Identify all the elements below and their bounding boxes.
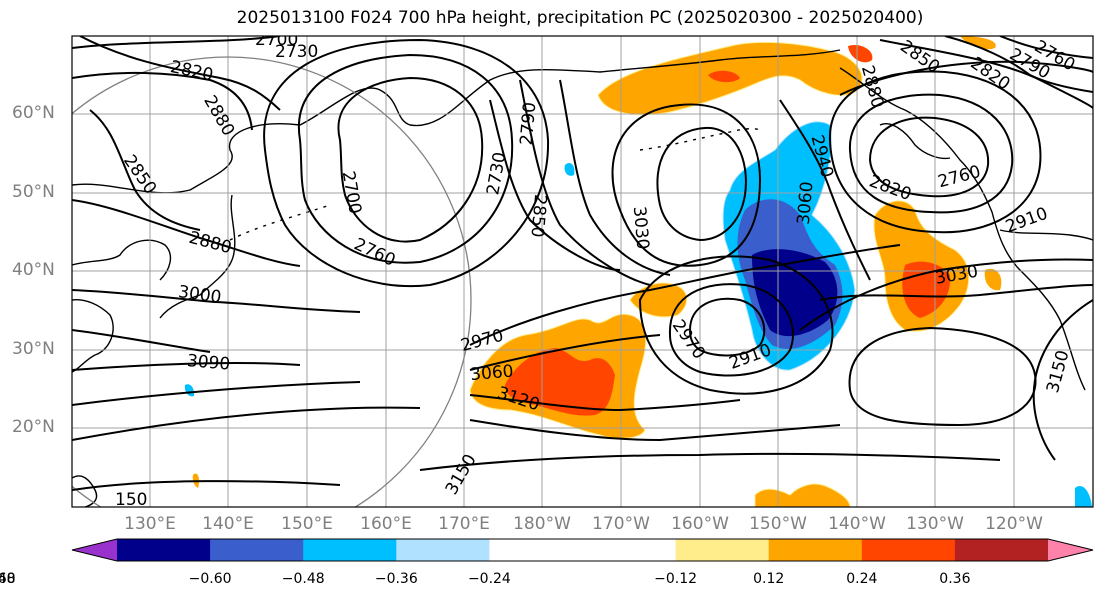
colorbar-swatch — [489, 539, 583, 561]
lon-label: 170°E — [438, 514, 490, 534]
colorbar-tick-label: 0.12 — [753, 571, 785, 587]
lon-label: 150°E — [281, 514, 333, 534]
contour-label: 3060 — [469, 361, 514, 385]
colorbar-tick-label: 0.48 — [0, 571, 16, 587]
lat-label: 60°N — [12, 103, 55, 123]
colorbar-swatch — [303, 539, 397, 561]
lon-label: 120°W — [985, 514, 1043, 534]
height-contours — [72, 36, 1093, 491]
lon-label: 170°W — [592, 514, 650, 534]
colorbar-tick-label: 0.24 — [846, 571, 878, 587]
colorbar-outline — [71, 538, 1094, 562]
colorbar-extend-high — [1048, 539, 1093, 561]
colorbar-swatch — [768, 539, 863, 561]
colorbar-tick-label: 0.36 — [939, 571, 971, 587]
contour-label: 3090 — [186, 351, 231, 375]
contour-label: 2850 — [526, 193, 550, 238]
colorbar-tick-label: −0.60 — [188, 571, 232, 587]
lon-label: 130°E — [124, 514, 176, 534]
contour-label: 2700 — [255, 30, 298, 50]
range-circle — [72, 56, 472, 507]
colorbar-tick-label: −0.36 — [374, 571, 418, 587]
coastlines — [72, 49, 1093, 507]
contour-label: 2790 — [517, 101, 541, 146]
colorbar-extend-low — [72, 539, 117, 561]
colorbar-tick-label: −0.48 — [281, 571, 325, 587]
colorbar-swatch — [861, 539, 956, 561]
map-frame — [71, 35, 1094, 508]
lat-label: 50°N — [12, 182, 55, 202]
colorbar-tick-label: −0.12 — [654, 571, 698, 587]
colorbar-tick-label: 0.60 — [0, 571, 16, 587]
contour-label: 3030 — [629, 205, 653, 250]
contour-label: 3060 — [794, 181, 818, 226]
colorbar-swatch — [396, 539, 490, 561]
lon-label: 180°W — [513, 514, 571, 534]
lon-label: 140°E — [202, 514, 254, 534]
lon-label: 130°W — [906, 514, 964, 534]
contour-label: 2730 — [275, 42, 318, 62]
map-title: 2025013100 F024 700 hPa height, precipit… — [236, 8, 924, 28]
colorbar-swatch — [117, 539, 211, 561]
contour-label: 150 — [115, 490, 147, 510]
colorbar-tick-label: −0.24 — [467, 571, 511, 587]
lat-label: 20°N — [12, 417, 55, 437]
lon-label: 160°W — [671, 514, 729, 534]
colorbar-swatch — [675, 539, 770, 561]
lon-label: 140°W — [828, 514, 886, 534]
colorbar-swatch — [954, 539, 1049, 561]
colorbar-swatch — [582, 539, 677, 561]
lat-label: 40°N — [12, 260, 55, 280]
lon-label: 150°W — [749, 514, 807, 534]
colorbar — [71, 538, 1094, 562]
lon-label: 160°E — [360, 514, 412, 534]
lat-label: 30°N — [12, 339, 55, 359]
colorbar-swatch — [210, 539, 304, 561]
